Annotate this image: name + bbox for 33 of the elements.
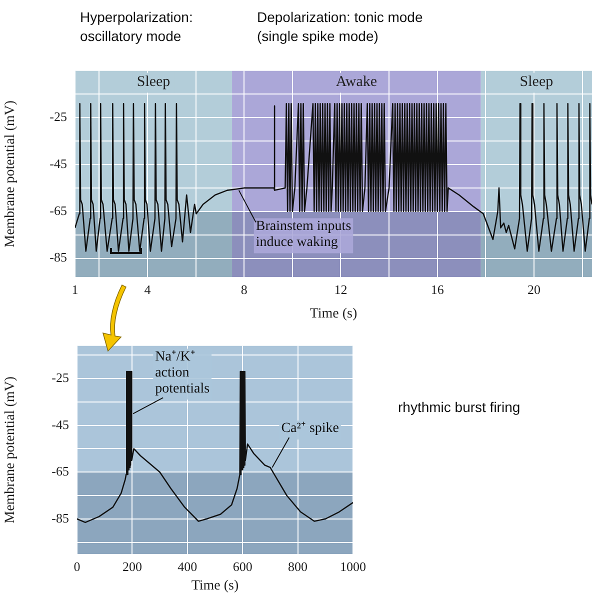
x-tick-label: 16 [430,282,444,298]
annotation: Ca²⁺ spike [281,421,340,436]
y-tick-label: -85 [50,250,67,265]
y-tick-label: -25 [50,109,67,124]
y-axis-title: Membrane potential (mV) [3,100,18,248]
x-tick-label: 600 [232,559,252,574]
x-tick-label: 20 [528,282,541,298]
x-axis-title: Time (s) [191,578,239,594]
x-tick-label: 12 [334,282,348,298]
band-label: Sleep [520,74,554,90]
y-tick-label: -65 [50,202,67,218]
y-tick-label: -45 [50,156,67,171]
y-tick-label: -65 [52,464,69,479]
y-tick-label: -25 [52,370,69,385]
annotation: Brainstem inputs induce waking [256,218,352,250]
y-axis-title: Membrane potential (mV) [3,376,18,524]
x-tick-label: 400 [178,559,198,574]
x-tick-label: 4 [144,282,152,298]
x-tick-label: 800 [288,559,308,574]
x-tick-label: 1000 [340,559,366,574]
y-tick-label: -45 [52,416,69,432]
x-tick-label: 1 [72,282,78,298]
text: rhythmic burst firing [398,398,520,417]
annotation: Na⁺/K⁺ action potentials [155,349,210,396]
x-tick-label: 200 [122,559,142,574]
x-axis-title: Time (s) [310,306,358,322]
band-label: Sleep [136,74,170,90]
x-tick-label: 0 [74,559,80,574]
text: Hyperpolarization: oscillatory mode [80,8,193,46]
band-label: Awake [336,74,378,90]
text: Depolarization: tonic mode (single spike mode) [257,8,423,46]
x-tick-label: 8 [240,282,248,298]
y-tick-label: -85 [52,510,69,526]
